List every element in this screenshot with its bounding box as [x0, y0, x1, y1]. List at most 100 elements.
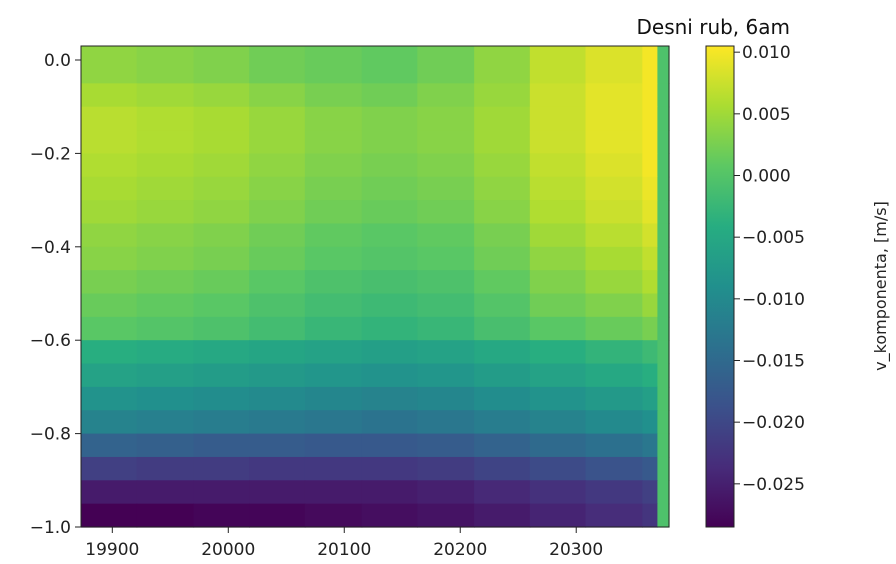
y-tick-label: −0.6 — [30, 331, 71, 351]
heatmap-cell — [657, 293, 670, 318]
heatmap-cell — [417, 316, 475, 341]
heatmap-cell — [417, 46, 475, 84]
heatmap-cell — [249, 270, 306, 295]
heatmap-cell — [529, 83, 587, 108]
heatmap-cell — [193, 433, 250, 458]
heatmap-cell — [417, 503, 475, 528]
colorbar — [705, 45, 735, 528]
heatmap-cell — [81, 456, 138, 481]
heatmap-cell — [304, 246, 363, 271]
heatmap-cell — [136, 363, 195, 388]
heatmap-cell — [361, 106, 418, 131]
heatmap-cell — [585, 480, 643, 505]
heatmap-cell — [657, 130, 670, 155]
heatmap-cell — [136, 340, 195, 365]
heatmap-cell — [136, 46, 195, 84]
heatmap-cell — [193, 480, 250, 505]
heatmap-cell — [529, 223, 587, 248]
heatmap-cell — [585, 83, 643, 108]
heatmap-cell — [474, 386, 531, 411]
heatmap-cell — [136, 410, 195, 435]
heatmap-cell — [529, 153, 587, 178]
heatmap-cell — [417, 410, 475, 435]
heatmap-cell — [249, 176, 306, 201]
heatmap-cell — [361, 503, 418, 528]
heatmap-cell — [642, 340, 659, 365]
heatmap-cell — [193, 270, 250, 295]
heatmap-cell — [304, 386, 363, 411]
heatmap-cell — [249, 153, 306, 178]
heatmap-cell — [81, 340, 138, 365]
heatmap-cell — [361, 176, 418, 201]
heatmap-cell — [417, 176, 475, 201]
x-tick-label: 20200 — [433, 540, 487, 560]
heatmap-cell — [361, 270, 418, 295]
heatmap-cell — [136, 316, 195, 341]
heatmap-cell — [193, 83, 250, 108]
heatmap-cell — [657, 176, 670, 201]
heatmap-cell — [417, 153, 475, 178]
heatmap-cell — [529, 130, 587, 155]
heatmap-cell — [417, 340, 475, 365]
heatmap-cell — [361, 363, 418, 388]
colorbar-label: v_komponenta, [m/s] — [871, 201, 891, 371]
heatmap-cell — [585, 153, 643, 178]
heatmap-cell — [81, 223, 138, 248]
heatmap-cell — [529, 386, 587, 411]
heatmap-cell — [304, 293, 363, 318]
heatmap-cell — [642, 83, 659, 108]
heatmap-cell — [657, 503, 670, 528]
heatmap-cell — [474, 480, 531, 505]
heatmap-cell — [136, 153, 195, 178]
heatmap-cell — [474, 83, 531, 108]
heatmap-cell — [193, 46, 250, 84]
heatmap-cell — [193, 246, 250, 271]
colorbar-tick-label: −0.020 — [742, 413, 805, 433]
heatmap-cell — [81, 386, 138, 411]
heatmap-cell — [81, 200, 138, 225]
y-tick-label: −0.2 — [30, 144, 71, 164]
heatmap-cell — [81, 410, 138, 435]
heatmap-cell — [193, 130, 250, 155]
heatmap-cell — [529, 363, 587, 388]
heatmap-cell — [304, 200, 363, 225]
heatmap-cell — [585, 246, 643, 271]
heatmap-cell — [193, 316, 250, 341]
heatmap-cell — [585, 130, 643, 155]
heatmap-cell — [657, 363, 670, 388]
heatmap-cell — [136, 386, 195, 411]
heatmap-cell — [642, 153, 659, 178]
heatmap-cell — [249, 293, 306, 318]
heatmap-cell — [642, 363, 659, 388]
heatmap-cell — [474, 293, 531, 318]
heatmap-cell — [585, 503, 643, 528]
heatmap-cell — [193, 223, 250, 248]
heatmap-cell — [136, 176, 195, 201]
heatmap-cell — [136, 83, 195, 108]
heatmap-cell — [304, 503, 363, 528]
heatmap-cell — [304, 83, 363, 108]
heatmap-cell — [529, 176, 587, 201]
heatmap-cell — [657, 456, 670, 481]
heatmap-cell — [361, 456, 418, 481]
colorbar-tick-label: 0.010 — [742, 43, 791, 63]
heatmap-cell — [642, 433, 659, 458]
heatmap-cell — [193, 153, 250, 178]
heatmap-cell — [474, 200, 531, 225]
heatmap-cell — [474, 153, 531, 178]
heatmap-cell — [642, 176, 659, 201]
heatmap-cell — [417, 270, 475, 295]
heatmap-cell — [585, 433, 643, 458]
heatmap-cell — [136, 106, 195, 131]
heatmap-cell — [193, 410, 250, 435]
heatmap-cell — [136, 456, 195, 481]
heatmap-cell — [642, 456, 659, 481]
heatmap-cell — [642, 386, 659, 411]
heatmap-cell — [642, 293, 659, 318]
heatmap-cell — [417, 456, 475, 481]
heatmap-cell — [361, 386, 418, 411]
heatmap-cell — [529, 293, 587, 318]
heatmap-cell — [304, 270, 363, 295]
colorbar-tick-label: 0.005 — [742, 105, 791, 125]
heatmap-cell — [642, 246, 659, 271]
